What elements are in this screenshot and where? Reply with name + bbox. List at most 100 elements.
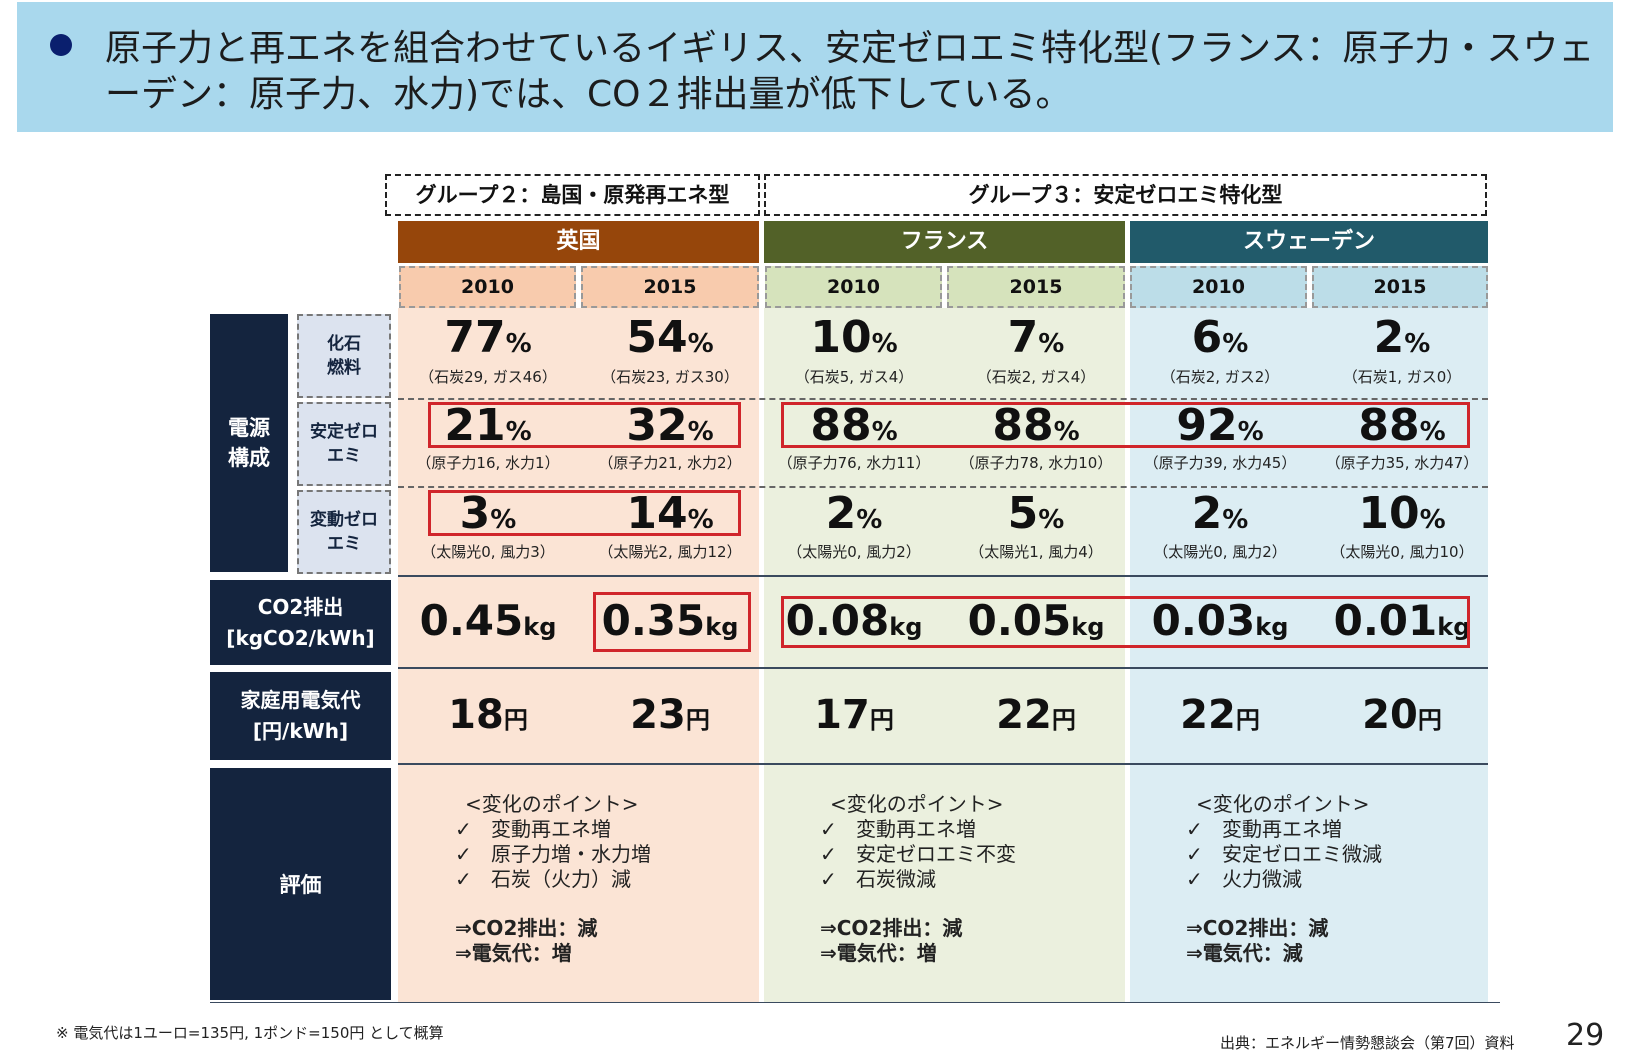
highlight-box-uk-stable [428, 402, 741, 448]
country-header-france: フランス [764, 221, 1125, 263]
stable-value: 92% [1176, 400, 1264, 451]
evaluation-point: ✓ 安定ゼロエミ微減 [1186, 842, 1382, 866]
year-header: 2015 [1312, 266, 1488, 308]
fossil-detail: （石炭1, ガス0） [1342, 368, 1462, 386]
headline-banner: 原子力と再エネを組合わせているイギリス、安定ゼロエミ特化型(フランス：原子力・ス… [17, 2, 1613, 132]
group-header-2: グループ２：島国・原発再エネ型 [385, 174, 760, 216]
evaluation-title: <変化のポイント> [465, 792, 639, 816]
evaluation-point: ✓ 変動再エネ増 [455, 817, 611, 841]
fossil-value: 6% [1191, 312, 1249, 363]
stable-detail: （原子力39, 水力45） [1143, 454, 1297, 472]
evaluation-point: ✓ 変動再エネ増 [1186, 817, 1342, 841]
variable-detail: （太陽光2, 風力12） [598, 543, 742, 561]
co2-value: 0.05kg [967, 596, 1105, 645]
stable-value: 21% [444, 400, 532, 451]
stable-detail: （原子力76, 水力11） [777, 454, 931, 472]
evaluation-point: ✓ 石炭（火力）減 [455, 867, 631, 891]
variable-value: 2% [825, 488, 883, 539]
variable-detail: （太陽光1, 風力4） [969, 543, 1103, 561]
variable-value: 10% [1358, 488, 1446, 539]
variable-detail: （太陽光0, 風力10） [1330, 543, 1474, 561]
stable-value: 88% [810, 400, 898, 451]
evaluation-result: ⇒CO2排出：減 [1186, 916, 1329, 940]
table-bottom-rule [210, 1002, 1500, 1003]
price-value: 23円 [630, 692, 710, 738]
fossil-value: 54% [626, 312, 714, 363]
country-header-sweden: スウェーデン [1130, 221, 1488, 263]
row-divider [398, 763, 1488, 765]
highlight-box-uk-variable [428, 490, 741, 536]
year-header: 2010 [765, 266, 942, 308]
stable-value: 32% [626, 400, 714, 451]
fossil-detail: （石炭29, ガス46） [419, 368, 557, 386]
co2-value: 0.03kg [1151, 596, 1289, 645]
price-value: 22円 [996, 692, 1076, 738]
price-value: 18円 [448, 692, 528, 738]
row-divider [398, 575, 1488, 577]
co2-value: 0.35kg [601, 596, 739, 645]
power-mix-label: 電源構成 [210, 314, 288, 572]
fossil-row-label: 化石燃料 [297, 314, 391, 398]
row-divider [398, 667, 1488, 669]
country-header-uk: 英国 [398, 221, 759, 263]
highlight-box-uk-co2 [593, 592, 751, 652]
group-header-3: グループ３：安定ゼロエミ特化型 [764, 174, 1487, 216]
year-header: 2015 [581, 266, 759, 308]
fossil-value: 7% [1007, 312, 1065, 363]
evaluation-france: <変化のポイント> ✓ 変動再エネ増 ✓ 安定ゼロエミ不変 ✓ 石炭微減 ⇒CO2排出… [820, 792, 1120, 966]
price-value: 22円 [1180, 692, 1260, 738]
variable-value: 14% [626, 488, 714, 539]
source-citation: 出典：エネルギー情勢懇談会（第7回）資料 [1220, 1034, 1515, 1052]
evaluation-point: ✓ 変動再エネ増 [820, 817, 976, 841]
variable-detail: （太陽光0, 風力2） [787, 543, 921, 561]
evaluation-result: ⇒電気代：増 [455, 941, 572, 965]
price-row-label: 家庭用電気代[円/kWh] [210, 672, 391, 760]
row-divider [398, 486, 1488, 488]
variable-value: 5% [1007, 488, 1065, 539]
evaluation-title: <変化のポイント> [1196, 792, 1370, 816]
stable-detail: （原子力16, 水力1） [416, 454, 560, 472]
variable-zero-emission-row-label: 変動ゼロエミ [297, 490, 391, 574]
evaluation-sweden: <変化のポイント> ✓ 変動再エネ増 ✓ 安定ゼロエミ微減 ✓ 火力微減 ⇒CO2排出… [1186, 792, 1486, 966]
uk-column-bg [398, 308, 759, 1002]
variable-detail: （太陽光0, 風力2） [1153, 543, 1287, 561]
fossil-value: 10% [810, 312, 898, 363]
page-number: 29 [1566, 1018, 1605, 1053]
year-header: 2010 [399, 266, 576, 308]
evaluation-point: ✓ 石炭微減 [820, 867, 936, 891]
stable-detail: （原子力78, 水力10） [959, 454, 1113, 472]
stable-detail: （原子力35, 水力47） [1325, 454, 1479, 472]
evaluation-row-label: 評価 [210, 768, 391, 1000]
price-value: 17円 [814, 692, 894, 738]
evaluation-point: ✓ 原子力増・水力増 [455, 842, 651, 866]
fossil-detail: （石炭23, ガス30） [601, 368, 739, 386]
variable-value: 2% [1191, 488, 1249, 539]
highlight-box-group3-stable [781, 402, 1470, 448]
evaluation-result: ⇒電気代：減 [1186, 941, 1303, 965]
fossil-value: 77% [444, 312, 532, 363]
sweden-column-bg [1130, 308, 1488, 1002]
stable-value: 88% [1358, 400, 1446, 451]
co2-value: 0.01kg [1333, 596, 1471, 645]
bullet-icon [50, 34, 72, 56]
co2-value: 0.45kg [419, 596, 557, 645]
france-column-bg [764, 308, 1125, 1002]
row-divider [398, 398, 1488, 400]
stable-value: 88% [992, 400, 1080, 451]
fossil-detail: （石炭5, ガス4） [794, 368, 914, 386]
variable-detail: （太陽光0, 風力3） [421, 543, 555, 561]
headline-text: 原子力と再エネを組合わせているイギリス、安定ゼロエミ特化型(フランス：原子力・ス… [105, 28, 1595, 115]
fossil-detail: （石炭2, ガス2） [1160, 368, 1280, 386]
evaluation-result: ⇒CO2排出：減 [820, 916, 963, 940]
evaluation-result: ⇒CO2排出：減 [455, 916, 598, 940]
evaluation-title: <変化のポイント> [830, 792, 1004, 816]
year-header: 2010 [1130, 266, 1307, 308]
evaluation-result: ⇒電気代：増 [820, 941, 937, 965]
co2-row-label: CO2排出[kgCO2/kWh] [210, 580, 391, 665]
evaluation-point: ✓ 火力微減 [1186, 867, 1302, 891]
year-header: 2015 [947, 266, 1125, 308]
footnote: ※ 電気代は1ユーロ=135円, 1ポンド=150円 として概算 [56, 1024, 444, 1042]
highlight-box-group3-co2 [781, 596, 1470, 648]
price-value: 20円 [1362, 692, 1442, 738]
fossil-detail: （石炭2, ガス4） [976, 368, 1096, 386]
